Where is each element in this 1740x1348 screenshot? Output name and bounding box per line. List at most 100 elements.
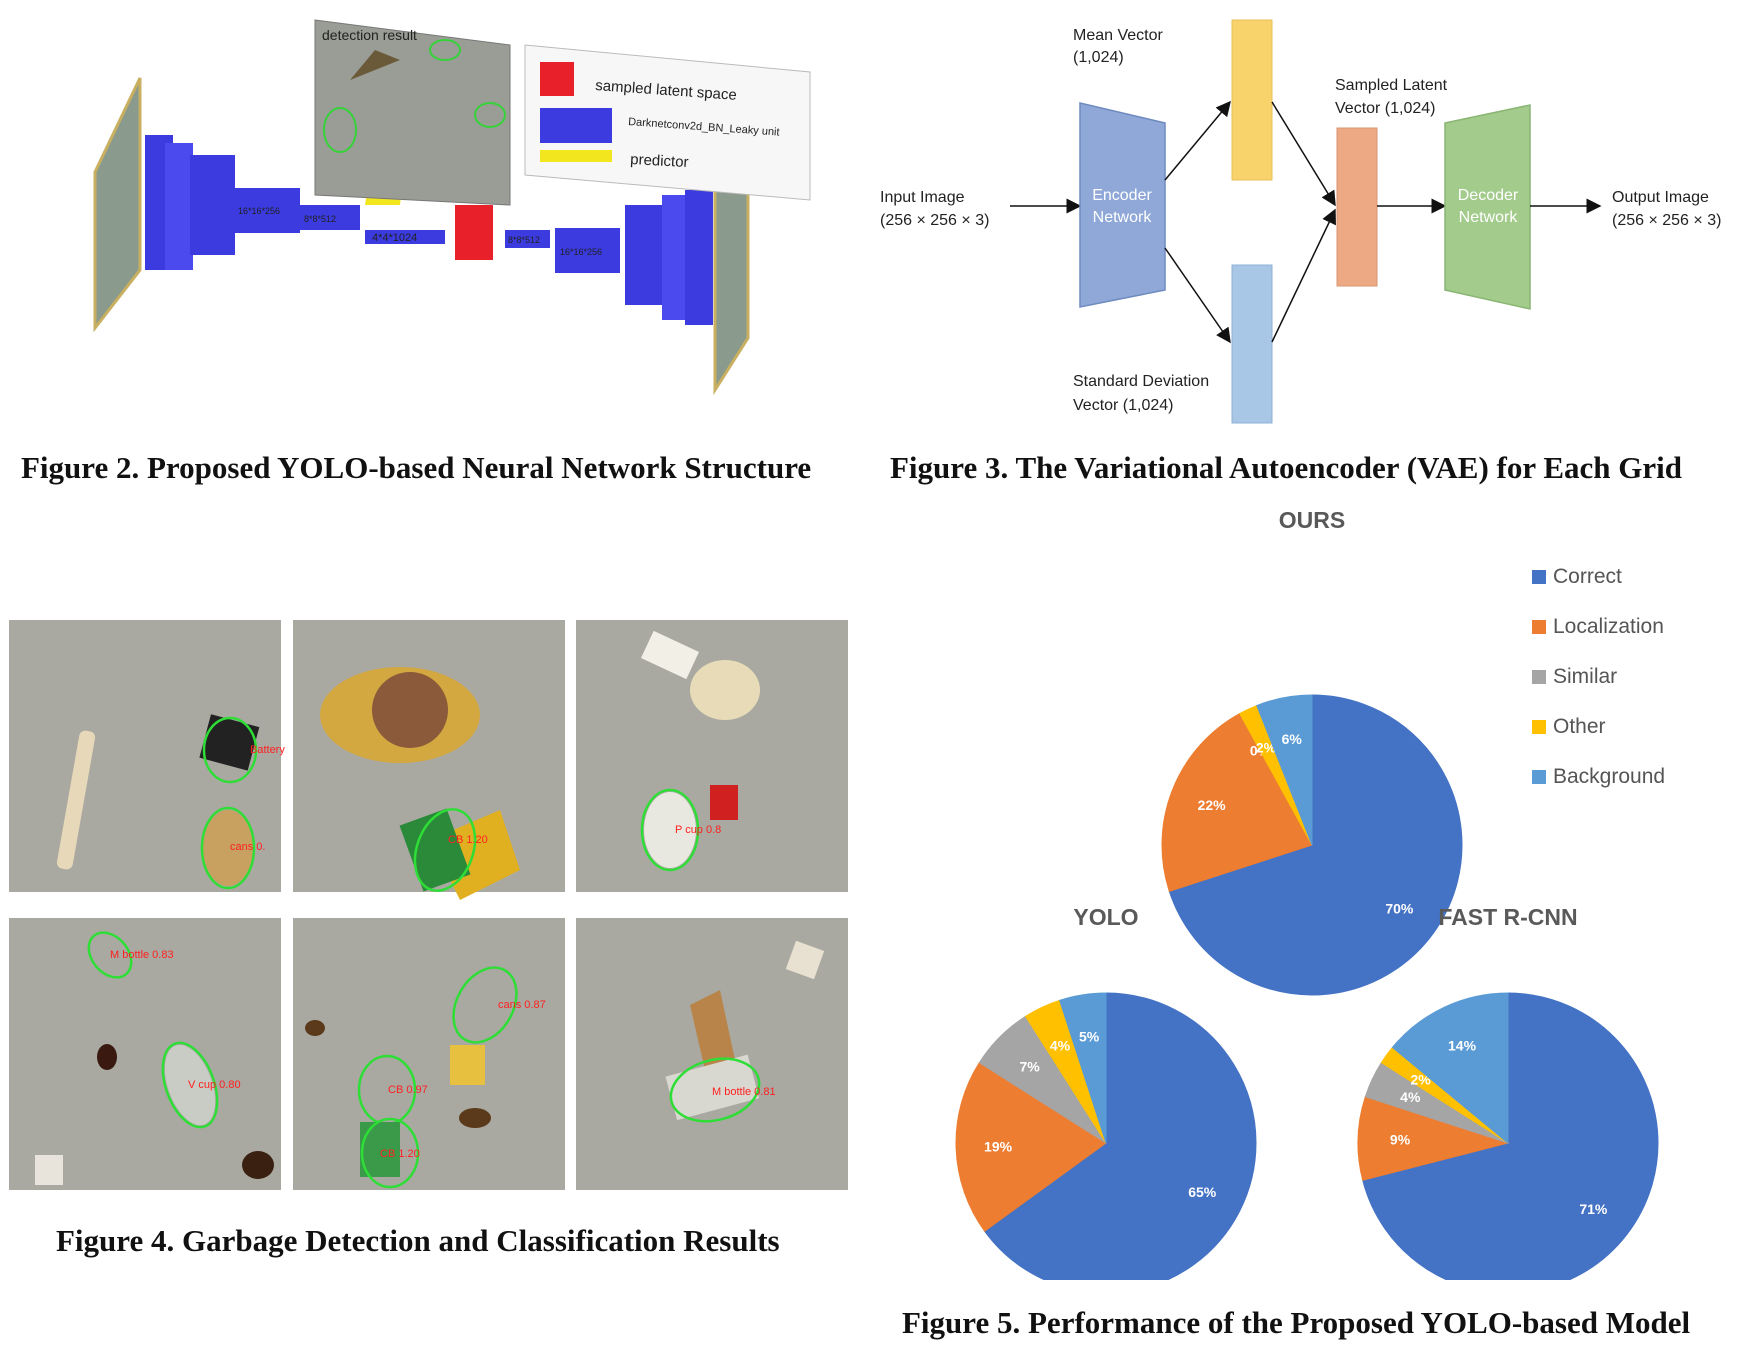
figure-4-caption: Figure 4. Garbage Detection and Classifi… (56, 1223, 780, 1258)
detection-ellipse (360, 1117, 420, 1189)
pie-data-label: 22% (1198, 797, 1227, 813)
legend-swatch-latent (540, 62, 574, 96)
garbage-object (690, 660, 760, 720)
arrow (1271, 208, 1336, 343)
pie-data-label: 19% (984, 1138, 1013, 1154)
mean-vector-block (1231, 19, 1273, 181)
pie-slice-localization (1357, 1096, 1510, 1181)
input-image-plane (93, 77, 142, 333)
detection-result-panel (314, 19, 511, 206)
garbage-object (360, 1122, 400, 1177)
garbage-object (305, 1020, 325, 1036)
detection-tile (9, 918, 281, 1190)
legend-other: Other (1532, 715, 1606, 739)
input-label: Input Image (880, 189, 965, 206)
pie-data-label: 9% (1390, 1132, 1411, 1148)
garbage-object (644, 792, 696, 868)
detection-ellipse (474, 102, 506, 128)
detection-title: detection result (322, 27, 417, 43)
conv-block (685, 190, 713, 325)
garbage-object (97, 1044, 117, 1070)
layer-label: 8*8*512 (508, 235, 540, 245)
layer-label: 16*16*256 (560, 247, 602, 257)
pie-slice-background (1256, 694, 1313, 846)
pie-data-label: 71% (1579, 1201, 1608, 1217)
pie-data-label: 4% (1400, 1089, 1421, 1105)
layer-label: 4*4*1024 (372, 232, 417, 244)
conv-block (235, 188, 300, 233)
latent-vector-block (1336, 127, 1378, 287)
detection-label: CB 1.20 (380, 1148, 420, 1160)
mean-size-label: (1,024) (1073, 49, 1124, 66)
detection-ellipse (200, 806, 256, 890)
garbage-object (350, 50, 400, 80)
legend-correct: Correct (1532, 565, 1622, 589)
legend-swatch-icon (1532, 720, 1546, 734)
pie-slice-correct (1168, 694, 1463, 996)
pie-data-label: 5% (1079, 1028, 1100, 1044)
garbage-object (690, 990, 735, 1070)
detection-ellipse (669, 1057, 761, 1123)
figure-3-caption: Figure 3. The Variational Autoencoder (V… (890, 450, 1682, 485)
legend-label: Background (1553, 765, 1666, 788)
decoder-block (1444, 104, 1531, 310)
conv-block (555, 228, 620, 273)
detection-ellipse (640, 788, 700, 872)
detection-label: cans 0.87 (498, 999, 546, 1011)
pie-title: YOLO (1073, 904, 1138, 930)
pie-title: OURS (1279, 507, 1345, 533)
detection-grid: Battery cans 0. CB 1.20 P cup 0.8 M bott… (9, 620, 848, 1190)
pie-data-label: 14% (1448, 1037, 1477, 1053)
garbage-object (710, 785, 738, 820)
legend-swatch-icon (1532, 570, 1546, 584)
pie-slice-background (1059, 992, 1107, 1144)
garbage-object (665, 1054, 760, 1121)
pie-data-label: 7% (1020, 1059, 1041, 1075)
layer-label: 16*16*256 (238, 206, 280, 216)
detection-ellipse (429, 39, 461, 61)
detection-label: CB 0.97 (388, 1084, 428, 1096)
detection-label: P cup 0.8 (675, 824, 721, 836)
garbage-object (242, 1151, 274, 1179)
latent-block (455, 205, 493, 260)
garbage-object (56, 730, 96, 870)
detection-label: M bottle 0.83 (110, 949, 174, 961)
legend-swatch-conv (540, 108, 612, 143)
mean-label: Mean Vector (1073, 27, 1164, 44)
std-label: Standard Deviation (1073, 373, 1209, 390)
legend-localization: Localization (1532, 615, 1664, 639)
legend-swatch-icon (1532, 770, 1546, 784)
pie-data-label: 4% (1050, 1037, 1071, 1053)
figure-3: Input Image (256 × 256 × 3) Encoder Netw… (870, 0, 1740, 430)
garbage-object (199, 714, 260, 771)
pie-data-label: 6% (1282, 731, 1303, 747)
encoder-label: Encoder (1092, 187, 1152, 204)
pie-slice-background (1391, 992, 1509, 1145)
vae-diagram: Input Image (256 × 256 × 3) Encoder Netw… (880, 19, 1721, 424)
garbage-object (35, 1155, 63, 1185)
detection-ellipse (161, 1041, 219, 1129)
detection-ellipse (202, 716, 258, 784)
garbage-object (372, 672, 448, 748)
garbage-object (459, 1108, 491, 1128)
detection-ellipse (323, 107, 357, 153)
legend-swatch-icon (1532, 670, 1546, 684)
figure-2: 16*16*256 8*8*512 4*4*1024 8*8*512 16*16… (0, 0, 860, 420)
legend-predictor-label: predictor (630, 151, 689, 171)
layer-label: 8*8*512 (304, 214, 336, 224)
pie-slice-localization (1161, 712, 1313, 892)
pie-data-label: 65% (1188, 1184, 1217, 1200)
yolo-network-diagram: 16*16*256 8*8*512 4*4*1024 8*8*512 16*16… (93, 19, 811, 396)
detection-label: V cup 0.80 (188, 1079, 241, 1091)
encoder-block (1079, 102, 1166, 308)
garbage-object (203, 810, 253, 886)
conv-block (300, 205, 360, 230)
conv-block (505, 230, 550, 248)
detection-ellipse (452, 966, 518, 1044)
std-vector-block (1231, 264, 1273, 424)
decoder-label-2: Network (1459, 209, 1519, 226)
garbage-object (164, 1044, 216, 1126)
output-label: Output Image (1612, 189, 1709, 206)
